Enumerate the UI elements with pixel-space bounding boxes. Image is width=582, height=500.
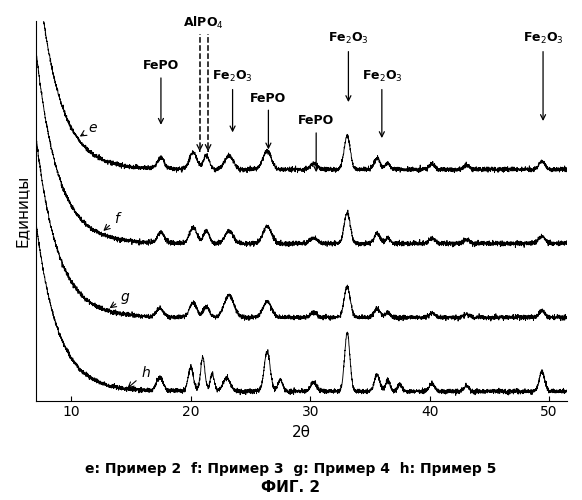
Text: AlPO$_4$: AlPO$_4$ (183, 15, 224, 31)
Text: f: f (104, 212, 119, 230)
X-axis label: 2θ: 2θ (292, 425, 311, 440)
Text: Fe$_2$O$_3$: Fe$_2$O$_3$ (328, 31, 369, 100)
Text: ФИГ. 2: ФИГ. 2 (261, 480, 321, 496)
Y-axis label: Единицы: Единицы (15, 175, 30, 247)
Text: FePO: FePO (298, 114, 334, 171)
Text: Fe$_2$O$_3$: Fe$_2$O$_3$ (361, 69, 402, 136)
Text: e: Пример 2  f: Пример 3  g: Пример 4  h: Пример 5: e: Пример 2 f: Пример 3 g: Пример 4 h: П… (86, 462, 496, 475)
Text: e: e (81, 122, 97, 136)
Text: Fe$_2$O$_3$: Fe$_2$O$_3$ (212, 69, 253, 131)
Text: Fe$_2$O$_3$: Fe$_2$O$_3$ (523, 31, 563, 120)
Text: g: g (111, 290, 129, 308)
Text: FePO: FePO (143, 60, 179, 124)
Text: h: h (128, 366, 150, 388)
Text: FePO: FePO (250, 92, 286, 148)
